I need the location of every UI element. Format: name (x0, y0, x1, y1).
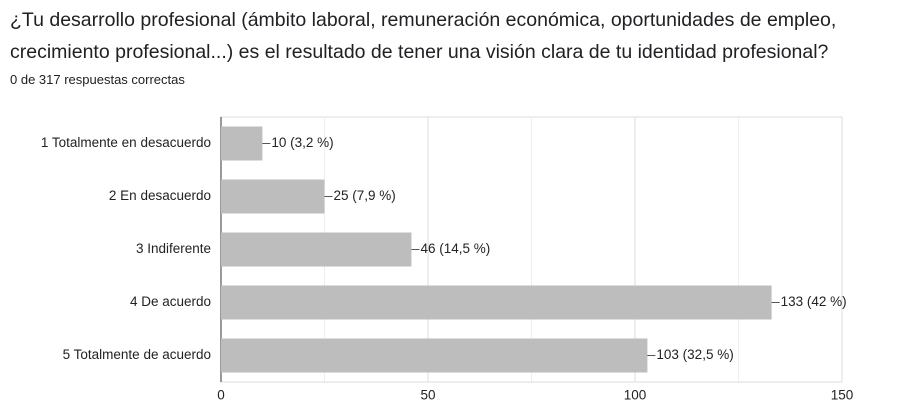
y-tick-label: 5 Totalmente de acuerdo (63, 347, 211, 362)
x-tick-label: 0 (217, 388, 225, 403)
chart-title: ¿Tu desarrollo profesional (ámbito labor… (10, 9, 837, 63)
bar (221, 338, 648, 373)
y-tick-label: 1 Totalmente en desacuerdo (41, 135, 211, 150)
y-tick-label: 2 En desacuerdo (109, 188, 211, 203)
x-tick-label: 100 (624, 388, 647, 403)
value-label: 133 (42 %) (781, 294, 847, 309)
bar (221, 126, 263, 161)
y-tick-label: 4 De acuerdo (130, 294, 211, 309)
value-label: 10 (3,2 %) (271, 135, 333, 150)
chart-subtitle: 0 de 317 respuestas correctas (10, 72, 185, 87)
x-tick-label: 150 (831, 388, 854, 403)
bar (221, 179, 325, 214)
value-label: 25 (7,9 %) (334, 188, 396, 203)
value-label: 46 (14,5 %) (420, 241, 490, 256)
x-tick-label: 50 (420, 388, 435, 403)
y-tick-label: 3 Indiferente (136, 241, 211, 256)
bar (221, 232, 412, 267)
value-label: 103 (32,5 %) (656, 347, 733, 362)
bar (221, 285, 772, 320)
